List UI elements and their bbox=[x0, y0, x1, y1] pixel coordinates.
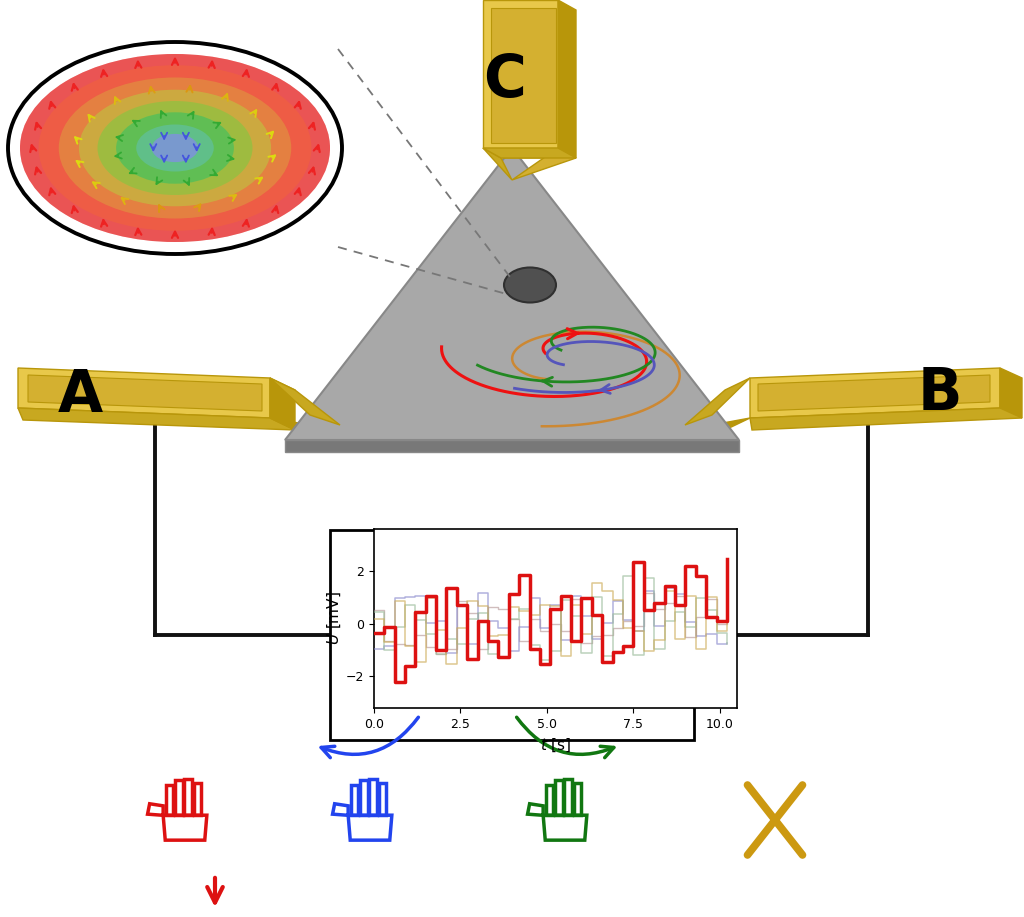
Ellipse shape bbox=[504, 268, 556, 303]
Polygon shape bbox=[18, 368, 270, 418]
Polygon shape bbox=[1000, 368, 1022, 418]
Polygon shape bbox=[490, 8, 556, 143]
Polygon shape bbox=[18, 408, 295, 430]
Polygon shape bbox=[758, 375, 990, 411]
Y-axis label: $U$ [mV]: $U$ [mV] bbox=[326, 591, 343, 646]
Ellipse shape bbox=[58, 78, 291, 218]
Ellipse shape bbox=[116, 112, 233, 183]
Ellipse shape bbox=[136, 125, 214, 171]
Text: A: A bbox=[57, 367, 102, 424]
Polygon shape bbox=[270, 378, 295, 430]
X-axis label: $t$ [s]: $t$ [s] bbox=[540, 736, 571, 754]
Polygon shape bbox=[285, 440, 739, 452]
Polygon shape bbox=[483, 148, 512, 180]
Polygon shape bbox=[270, 378, 340, 425]
Polygon shape bbox=[285, 148, 739, 440]
Polygon shape bbox=[685, 378, 750, 425]
Polygon shape bbox=[483, 148, 575, 158]
Polygon shape bbox=[483, 0, 558, 148]
Polygon shape bbox=[28, 375, 262, 411]
Ellipse shape bbox=[39, 65, 311, 231]
Ellipse shape bbox=[97, 101, 253, 195]
Polygon shape bbox=[558, 0, 575, 158]
Text: B: B bbox=[918, 364, 963, 422]
Ellipse shape bbox=[8, 42, 342, 254]
Polygon shape bbox=[512, 148, 575, 180]
Ellipse shape bbox=[20, 54, 330, 242]
Polygon shape bbox=[685, 418, 750, 435]
Text: C: C bbox=[483, 51, 526, 108]
Polygon shape bbox=[750, 368, 1000, 418]
Ellipse shape bbox=[20, 54, 330, 242]
Polygon shape bbox=[483, 148, 575, 158]
Polygon shape bbox=[330, 530, 694, 740]
Polygon shape bbox=[750, 408, 1022, 430]
Polygon shape bbox=[270, 418, 340, 435]
Ellipse shape bbox=[79, 90, 271, 206]
Ellipse shape bbox=[152, 134, 199, 162]
